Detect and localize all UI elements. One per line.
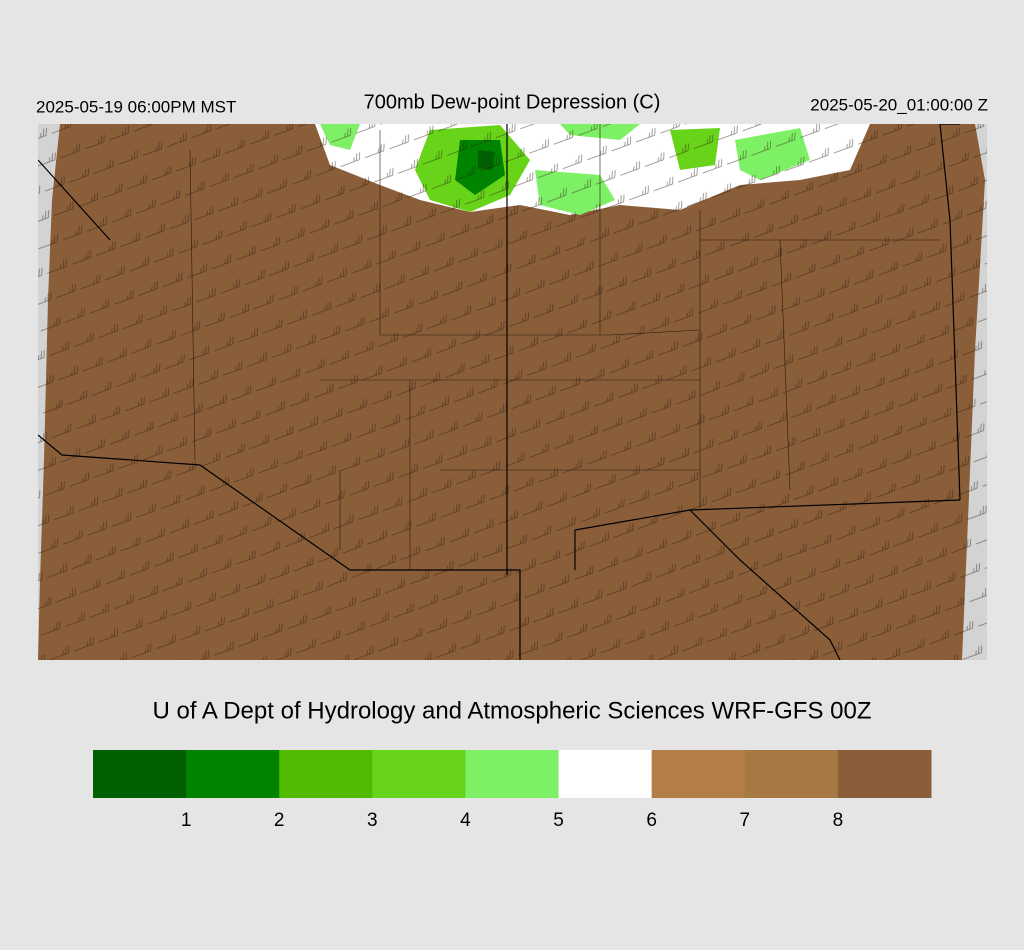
map-title: 700mb Dew-point Depression (C): [364, 91, 661, 113]
colorbar-tick-label: 1: [181, 810, 192, 831]
colorbar-tick-label: 7: [739, 810, 750, 831]
color-box: [558, 750, 653, 798]
colorbar-tick-label: 4: [460, 810, 471, 831]
borders: [38, 124, 961, 660]
map: [38, 124, 987, 660]
colorbar-tick-label: 5: [553, 810, 564, 831]
color-box: [279, 750, 373, 798]
colorbar-tick-label: 2: [274, 810, 285, 831]
valid-local: 2025-05-19 06:00PM MST: [36, 97, 236, 116]
color-box: [93, 750, 187, 798]
valid-utc: 2025-05-20_01:00:00 Z: [810, 95, 988, 114]
color-box: [651, 750, 746, 798]
colorbar-tick-label: 8: [833, 810, 844, 831]
state-lines: [189, 124, 940, 570]
color-box: [372, 750, 466, 798]
color-box: [744, 750, 839, 798]
colorbar-tick-label: 3: [367, 810, 378, 831]
credit: U of A Dept of Hydrology and Atmospheric…: [153, 697, 872, 724]
color-box: [465, 750, 560, 798]
color-box: [186, 750, 280, 798]
colorbar-tick-label: 6: [646, 810, 657, 831]
color-box: [837, 750, 932, 798]
colorbar: 1 2 3 4 5 6 7 8: [93, 750, 932, 831]
